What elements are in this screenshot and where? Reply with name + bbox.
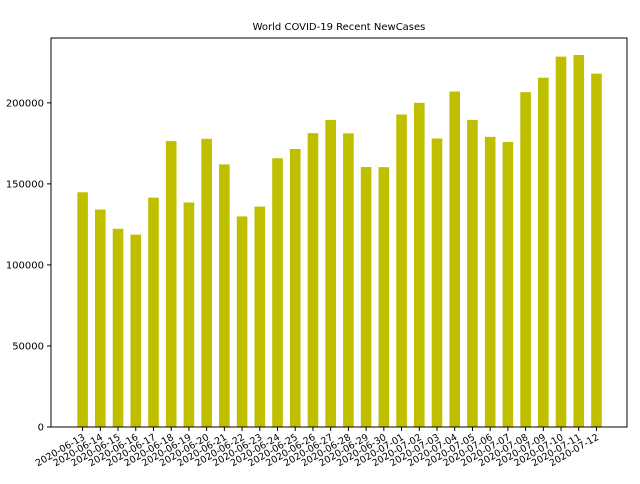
bar-2020-06-28 [343, 133, 354, 427]
bar-2020-07-08 [520, 92, 531, 427]
bar-2020-07-09 [538, 77, 549, 428]
bar-2020-06-29 [360, 167, 372, 427]
bar-2020-06-25 [289, 149, 301, 427]
bar-2020-06-30 [378, 167, 390, 427]
bar-2020-07-10 [555, 56, 567, 427]
y-tick-label: 0 [38, 423, 44, 434]
bar-2020-07-07 [502, 142, 514, 427]
y-tick-label: 200000 [6, 98, 44, 109]
bar-2020-06-23 [254, 206, 266, 427]
bar-2020-06-16 [130, 234, 142, 427]
bar-2020-06-17 [148, 197, 159, 427]
bar-2020-06-13 [77, 192, 88, 427]
bar-2020-07-05 [467, 119, 478, 427]
bar-2020-07-01 [396, 114, 407, 427]
bar-2020-06-24 [272, 158, 283, 427]
bar-2020-06-22 [236, 216, 248, 427]
bar-2020-06-19 [183, 202, 195, 427]
y-tick-label: 150000 [6, 179, 44, 190]
bar-2020-06-18 [165, 141, 177, 427]
bars-layer [77, 55, 602, 428]
bar-2020-07-11 [573, 55, 585, 428]
bar-2020-06-21 [219, 164, 230, 428]
y-tick-label: 50000 [12, 341, 44, 352]
bar-2020-06-15 [112, 228, 124, 427]
bar-2020-07-12 [591, 73, 602, 427]
chart-title: World COVID-19 Recent NewCases [253, 22, 426, 33]
bar-2020-07-03 [431, 138, 443, 428]
bar-2020-06-20 [201, 138, 212, 427]
bar-2020-07-06 [484, 136, 496, 427]
y-tick-label: 100000 [6, 260, 44, 271]
bar-2020-06-26 [307, 133, 319, 427]
bar-2020-07-02 [413, 102, 425, 427]
plot-frame [50, 37, 628, 428]
bar-2020-06-14 [95, 209, 106, 427]
bar-2020-06-27 [325, 119, 336, 427]
bar-2020-07-04 [449, 91, 461, 428]
